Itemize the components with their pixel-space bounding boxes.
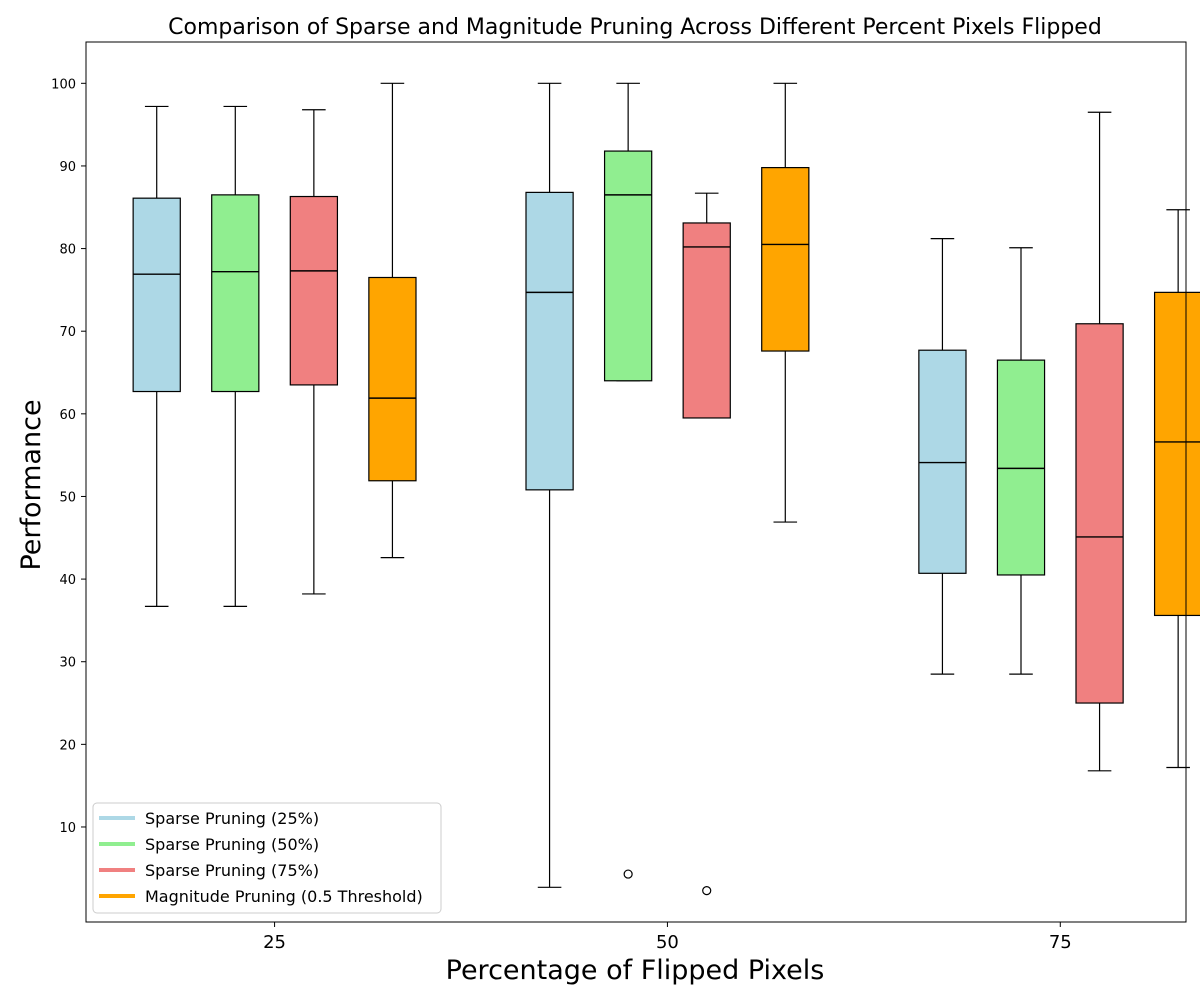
y-tick-label: 100 <box>51 77 76 92</box>
box-4-group-75 <box>1153 209 1200 769</box>
box-iqr <box>761 166 810 352</box>
y-tick-label: 10 <box>59 821 76 836</box>
x-tick-label: 25 <box>263 932 286 953</box>
box-1-group-50 <box>525 82 574 888</box>
legend-label: Sparse Pruning (50%) <box>145 835 319 854</box>
y-tick-label: 90 <box>59 160 76 175</box>
x-tick-label: 75 <box>1049 932 1072 953</box>
outlier-point <box>623 869 633 879</box>
y-tick-label: 70 <box>59 325 76 340</box>
box-iqr <box>289 195 339 386</box>
box-4-group-50 <box>761 82 810 523</box>
box-2-group-25 <box>211 105 260 607</box>
box-iqr <box>1075 323 1124 704</box>
y-tick-label: 30 <box>59 656 76 671</box>
legend-label: Magnitude Pruning (0.5 Threshold) <box>145 887 423 906</box>
outlier-point <box>702 886 712 896</box>
box-iqr <box>918 349 967 574</box>
box-iqr <box>132 197 181 393</box>
x-tick-label: 50 <box>656 932 679 953</box>
box-iqr <box>682 222 731 419</box>
y-tick-label: 50 <box>59 490 76 505</box>
box-2-group-75 <box>996 247 1046 675</box>
box-iqr <box>603 150 653 382</box>
box-iqr <box>1153 291 1200 617</box>
box-iqr <box>525 191 574 491</box>
box-3-group-25 <box>289 109 339 595</box>
y-tick-label: 40 <box>59 573 76 588</box>
box-2-group-50 <box>603 82 653 879</box>
y-tick-label: 60 <box>59 408 76 423</box>
plot-area <box>132 82 1200 896</box>
plot-frame <box>85 41 1187 923</box>
box-4-group-25 <box>368 82 417 559</box>
legend: Sparse Pruning (25%) Sparse Pruning (50%)… <box>92 802 442 914</box>
y-tick-label: 80 <box>59 243 76 258</box>
box-1-group-25 <box>132 105 181 607</box>
y-tick-label: 20 <box>59 738 76 753</box>
x-axis-label: Percentage of Flipped Pixels <box>446 955 825 986</box>
box-1-group-75 <box>918 238 967 675</box>
box-3-group-75 <box>1075 111 1124 772</box>
y-axis-label: Performance <box>16 399 47 570</box>
legend-label: Sparse Pruning (25%) <box>145 809 319 828</box>
box-3-group-50 <box>682 192 731 896</box>
box-iqr <box>211 194 260 393</box>
legend-label: Sparse Pruning (75%) <box>145 861 319 880</box>
box-iqr <box>996 359 1046 576</box>
box-iqr <box>368 276 417 482</box>
chart-title: Comparison of Sparse and Magnitude Pruni… <box>168 15 1102 40</box>
legend-box <box>92 802 442 914</box>
axes: 10 20 30 40 50 60 70 80 90 100 25 50 75 <box>51 77 1072 953</box>
